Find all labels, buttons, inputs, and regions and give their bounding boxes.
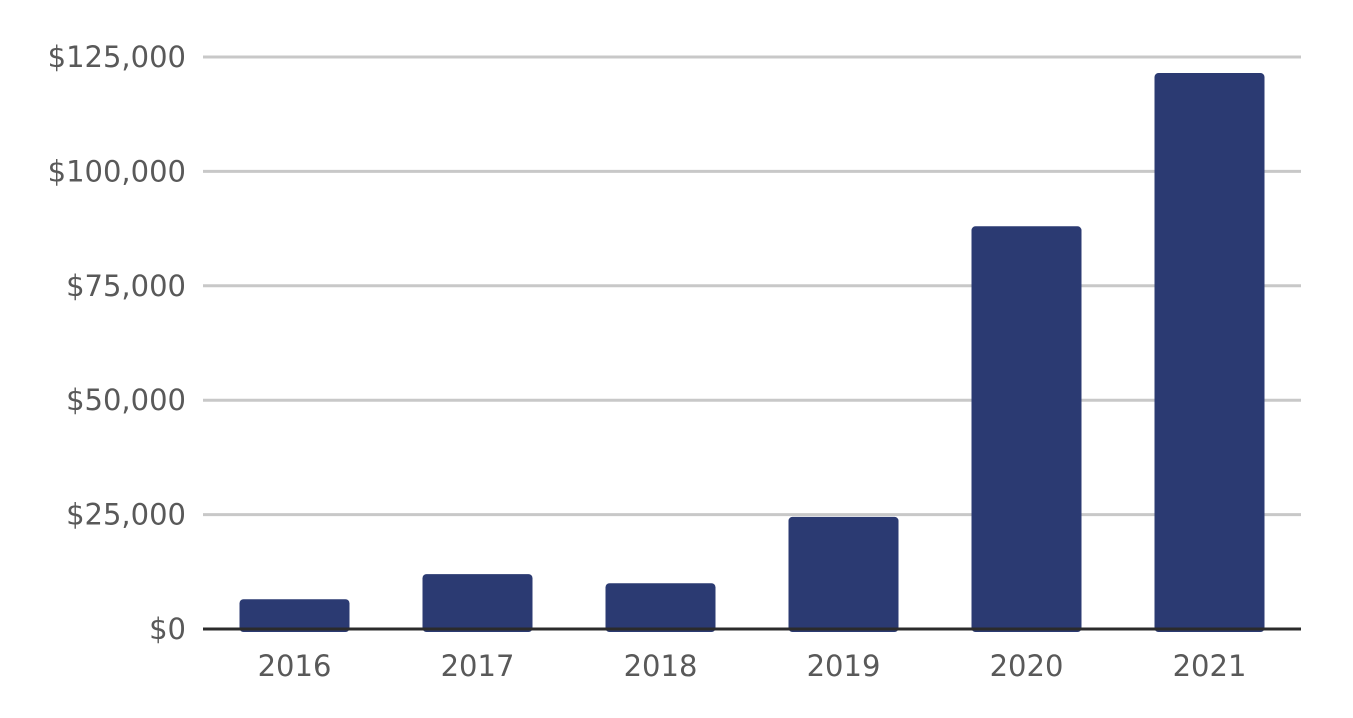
y-axis-tick-labels: $0 $25,000 $50,000 $75,000 $100,000 $125,000 (48, 40, 186, 646)
bar-2021 (1154, 73, 1265, 633)
y-tick-label: $0 (149, 612, 186, 646)
bar-2017 (422, 574, 533, 632)
x-tick-label: 2020 (990, 649, 1064, 683)
bar-2020 (971, 226, 1082, 632)
x-tick-label: 2021 (1173, 649, 1247, 683)
bar-2018 (605, 583, 716, 632)
y-tick-label: $25,000 (66, 498, 186, 532)
x-tick-label: 2018 (624, 649, 698, 683)
y-tick-label: $75,000 (66, 269, 186, 303)
y-tick-label: $100,000 (48, 154, 186, 188)
x-tick-label: 2017 (441, 649, 515, 683)
bar-2016 (239, 599, 350, 632)
bars (239, 73, 1265, 633)
gridlines (203, 55, 1301, 517)
y-tick-label: $50,000 (66, 383, 186, 417)
x-tick-label: 2016 (258, 649, 332, 683)
y-tick-label: $125,000 (48, 40, 186, 74)
x-tick-label: 2019 (807, 649, 881, 683)
x-axis-tick-labels: 2016 2017 2018 2019 2020 2021 (258, 649, 1247, 683)
bar-2019 (788, 516, 899, 632)
